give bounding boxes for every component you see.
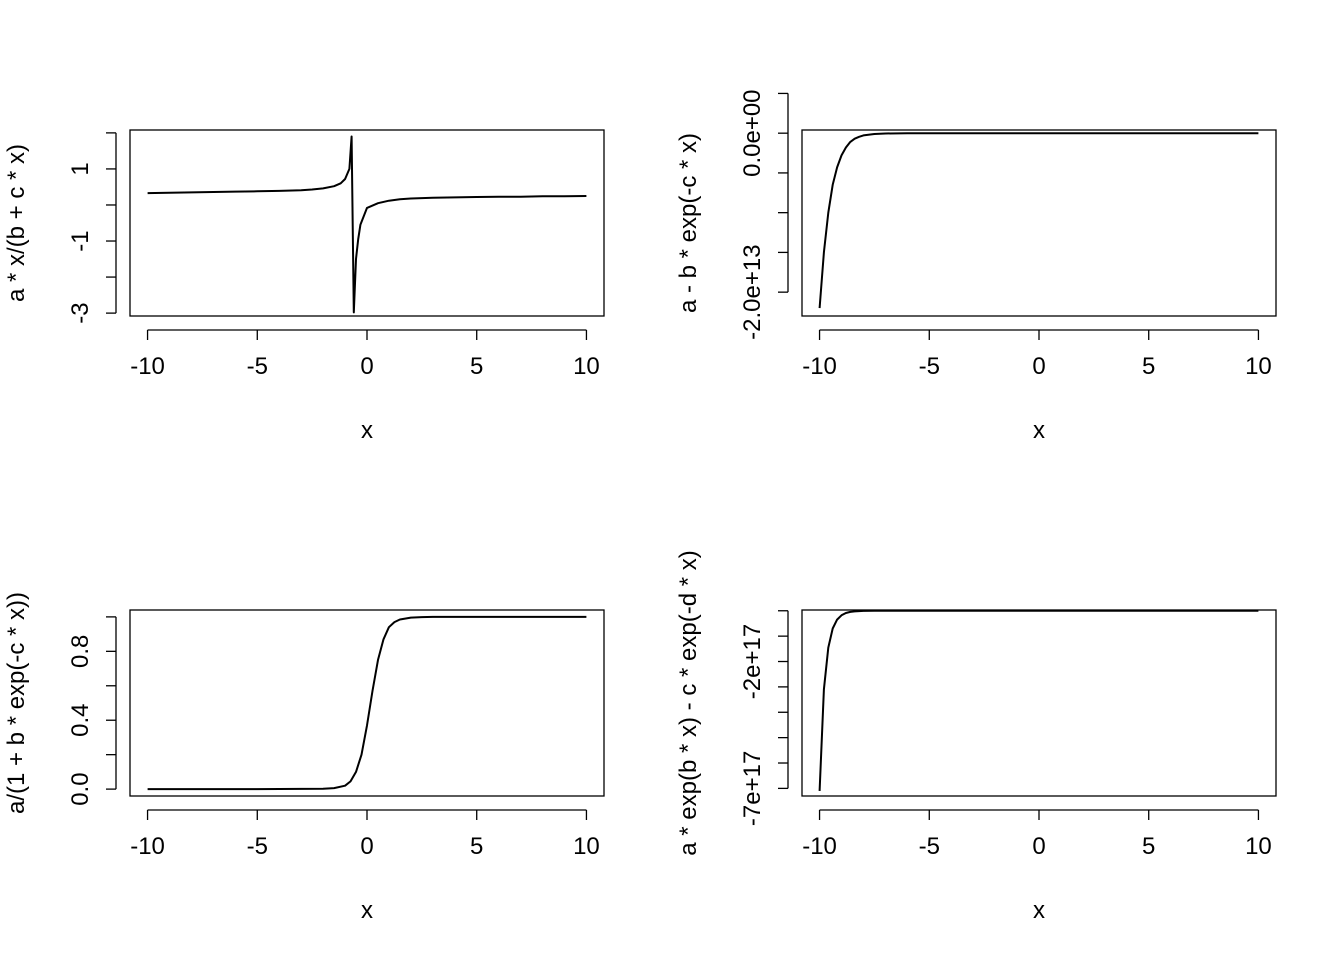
x-tick-label: -10 — [130, 833, 165, 860]
y-axis-label: a * exp(b * x) - c * exp(-d * x) — [675, 550, 702, 855]
y-axis-label: a - b * exp(-c * x) — [675, 133, 702, 313]
y-tick-label: -3 — [67, 302, 94, 323]
x-tick-label: 0 — [360, 833, 373, 860]
x-tick-label: 5 — [470, 833, 483, 860]
x-tick-label: 10 — [573, 833, 600, 860]
panel-4: -10 -5 0 5 10 x -7e+17 -2e+17 a * exp(b * x) - c… — [675, 550, 1277, 924]
x-axis-label: x — [361, 417, 373, 444]
x-tick-label: 0 — [1032, 353, 1045, 380]
y-tick-label: 1 — [67, 162, 94, 175]
series-line — [147, 135, 587, 314]
panel-2: -10 -5 0 5 10 x -2.0e+13 0.0e+00 a - b * exp(-c … — [675, 89, 1277, 444]
series-line — [818, 132, 1259, 309]
y-tick-label: -2.0e+13 — [739, 244, 766, 339]
x-axis-label: x — [1033, 417, 1045, 444]
y-tick-label: -1 — [67, 230, 94, 251]
x-tick-label: -5 — [247, 353, 268, 380]
panel-3: -10 -5 0 5 10 x 0.0 0.4 0.8 a/(1 + b * exp(-c * x… — [3, 592, 605, 924]
y-tick-label: 0.8 — [67, 635, 94, 668]
plot-frame — [129, 609, 605, 797]
y-tick-label: 0.0 — [67, 772, 94, 805]
plot-frame — [801, 609, 1277, 797]
y-tick-label: 0.4 — [67, 704, 94, 737]
x-tick-label: 5 — [470, 353, 483, 380]
y-axis-label: a * x/(b + c * x) — [3, 144, 30, 302]
x-tick-label: 10 — [1245, 353, 1272, 380]
x-axis-label: x — [1033, 897, 1045, 924]
x-tick-label: -10 — [802, 353, 837, 380]
x-tick-label: -5 — [919, 353, 940, 380]
x-tick-label: 0 — [360, 353, 373, 380]
y-tick-label: -7e+17 — [739, 751, 766, 826]
x-tick-label: 10 — [1245, 833, 1272, 860]
y-tick-label: 0.0e+00 — [739, 89, 766, 176]
x-tick-label: 5 — [1142, 353, 1155, 380]
series-line — [147, 615, 587, 791]
plot-frame — [129, 129, 605, 317]
plot-frame — [801, 129, 1277, 317]
x-tick-label: 0 — [1032, 833, 1045, 860]
x-tick-label: -5 — [247, 833, 268, 860]
x-tick-label: -10 — [802, 833, 837, 860]
y-tick-label: -2e+17 — [739, 624, 766, 699]
x-tick-label: -10 — [130, 353, 165, 380]
x-tick-label: 5 — [1142, 833, 1155, 860]
x-tick-label: -5 — [919, 833, 940, 860]
y-axis-label: a/(1 + b * exp(-c * x)) — [3, 592, 30, 814]
panel-1: -10 -5 0 5 10 x -3 -1 1 a * x/(b + c * x) — [3, 129, 605, 444]
x-tick-label: 10 — [573, 353, 600, 380]
x-axis-label: x — [361, 897, 373, 924]
series-line — [818, 609, 1259, 791]
